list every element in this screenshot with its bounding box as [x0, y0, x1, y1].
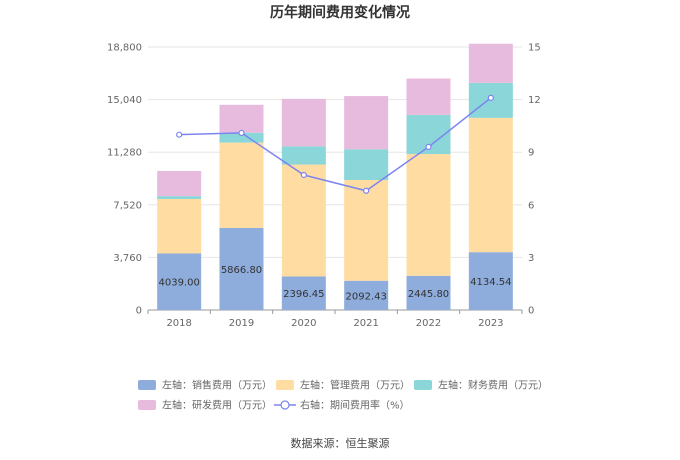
bar-segment-1 — [281, 276, 326, 310]
bar-segment-1 — [344, 280, 389, 310]
rate-point — [425, 143, 432, 151]
bar-segment-1 — [468, 252, 513, 310]
right-tick-label: 15 — [528, 43, 541, 54]
data-label: 4039.00 — [158, 278, 199, 289]
rate-point — [487, 94, 494, 101]
legend-item[interactable]: 左轴：销售费用（万元） — [138, 379, 272, 392]
legend-swatch — [276, 380, 294, 390]
legend-swatch — [138, 380, 156, 390]
right-axis-ticks: 0 3 6 9 12 15 — [528, 43, 541, 317]
rate-line-path — [179, 97, 492, 192]
rate-point — [238, 129, 245, 137]
right-tick-label: 6 — [528, 200, 534, 211]
right-tick-label: 3 — [528, 253, 534, 264]
legend-label: 左轴：研发费用（万元） — [162, 399, 272, 412]
legend-label: 左轴：管理费用（万元） — [300, 379, 410, 392]
legend-swatch — [414, 380, 432, 390]
x-tick-label: 2020 — [291, 318, 316, 329]
bar-segment-4 — [406, 78, 451, 115]
rate-point — [363, 187, 370, 194]
bar-segment-4 — [344, 96, 389, 150]
bar-segment-3 — [157, 196, 202, 199]
bar-segment-2 — [344, 180, 389, 281]
rate-point — [176, 131, 183, 138]
bar-segment-1 — [219, 227, 264, 310]
legend-item[interactable]: 左轴：财务费用（万元） — [414, 379, 548, 392]
legend-label: 左轴：销售费用（万元） — [162, 379, 272, 392]
data-label: 5866.80 — [221, 265, 262, 276]
left-tick-label: 15,040 — [107, 95, 142, 106]
left-tick-label: 18,800 — [107, 43, 142, 54]
bar-segment-4 — [219, 104, 264, 133]
left-tick-label: 3,760 — [113, 253, 142, 264]
data-label: 2445.80 — [408, 289, 449, 300]
legend-swatch-marker — [280, 400, 290, 410]
bars — [157, 43, 513, 310]
left-tick-label: 0 — [136, 306, 142, 317]
data-label: 2092.43 — [345, 291, 386, 302]
right-tick-label: 12 — [528, 95, 541, 106]
bar-segment-4 — [157, 170, 202, 197]
data-label: 2396.45 — [283, 289, 324, 300]
data-label: 4134.54 — [470, 277, 511, 288]
bar-segment-3 — [281, 146, 326, 165]
left-axis-ticks: 0 3,760 7,520 11,280 15,040 18,800 — [107, 43, 142, 317]
legend-item[interactable]: 右轴：期间费用率（%） — [274, 399, 410, 412]
legend[interactable]: 左轴：销售费用（万元） 左轴：管理费用（万元） 左轴：财务费用（万元） 左轴：研发费用… — [138, 379, 548, 412]
grid-lines — [148, 46, 522, 311]
bar-segment-1 — [157, 253, 202, 310]
x-tick-label: 2023 — [478, 318, 503, 329]
x-tick-label: 2018 — [166, 318, 191, 329]
bar-segment-3 — [219, 132, 264, 143]
bar-segment-2 — [406, 154, 451, 276]
rate-point — [300, 171, 307, 179]
x-tick-label: 2021 — [353, 318, 378, 329]
right-tick-label: 0 — [528, 306, 534, 317]
data-labels: 4039.00 5866.80 2396.45 2092.43 2445.80 4134.… — [158, 265, 511, 302]
source-note: 数据来源：恒生聚源 — [291, 436, 390, 450]
bar-segment-1 — [406, 275, 451, 310]
bar-segment-2 — [281, 164, 326, 277]
x-tick-label: 2022 — [416, 318, 441, 329]
right-tick-label: 9 — [528, 148, 534, 159]
bar-segment-4 — [281, 98, 326, 147]
left-tick-label: 7,520 — [113, 200, 142, 211]
chart-title: 历年期间费用变化情况 — [270, 4, 410, 21]
x-tick-label: 2019 — [229, 318, 254, 329]
left-tick-label: 11,280 — [107, 148, 142, 159]
rate-line — [176, 94, 494, 194]
legend-swatch — [138, 400, 156, 410]
bar-segment-2 — [157, 198, 202, 254]
legend-item[interactable]: 左轴：研发费用（万元） — [138, 399, 272, 412]
legend-label: 右轴：期间费用率（%） — [300, 399, 410, 412]
bar-segment-3 — [344, 149, 389, 181]
legend-item[interactable]: 左轴：管理费用（万元） — [276, 379, 410, 392]
bar-segment-2 — [219, 142, 264, 228]
bar-segment-2 — [468, 117, 513, 253]
bar-segment-4 — [468, 43, 513, 83]
x-axis-ticks: 2018 2019 2020 2021 2022 2023 — [147, 310, 523, 329]
legend-label: 左轴：财务费用（万元） — [438, 379, 548, 392]
